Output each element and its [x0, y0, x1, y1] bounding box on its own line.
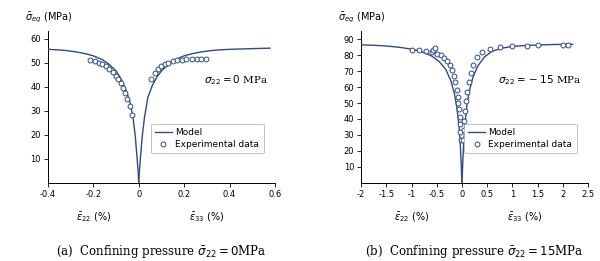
Text: $\bar{\varepsilon}_{33}$ (%): $\bar{\varepsilon}_{33}$ (%) — [189, 210, 224, 224]
Text: $\bar{\varepsilon}_{22}$ (%): $\bar{\varepsilon}_{22}$ (%) — [76, 210, 111, 224]
Text: $\sigma_{22}=0$ MPa: $\sigma_{22}=0$ MPa — [204, 73, 268, 87]
Text: $\bar{\sigma}_{eq}$ (MPa): $\bar{\sigma}_{eq}$ (MPa) — [25, 11, 73, 25]
Text: $\bar{\varepsilon}_{22}$ (%): $\bar{\varepsilon}_{22}$ (%) — [394, 210, 429, 224]
Text: (a)  Confining pressure $\bar{\sigma}_{22} = 0$MPa: (a) Confining pressure $\bar{\sigma}_{22… — [56, 243, 266, 260]
Text: $\bar{\varepsilon}_{33}$ (%): $\bar{\varepsilon}_{33}$ (%) — [507, 210, 542, 224]
Legend: Model, Experimental data: Model, Experimental data — [464, 124, 577, 153]
Legend: Model, Experimental data: Model, Experimental data — [151, 124, 263, 153]
Text: $\sigma_{22}=-15$ MPa: $\sigma_{22}=-15$ MPa — [497, 73, 581, 87]
Text: (b)  Confining pressure $\bar{\sigma}_{22} = 15$MPa: (b) Confining pressure $\bar{\sigma}_{22… — [365, 243, 584, 260]
Text: $\bar{\sigma}_{eq}$ (MPa): $\bar{\sigma}_{eq}$ (MPa) — [338, 11, 386, 25]
